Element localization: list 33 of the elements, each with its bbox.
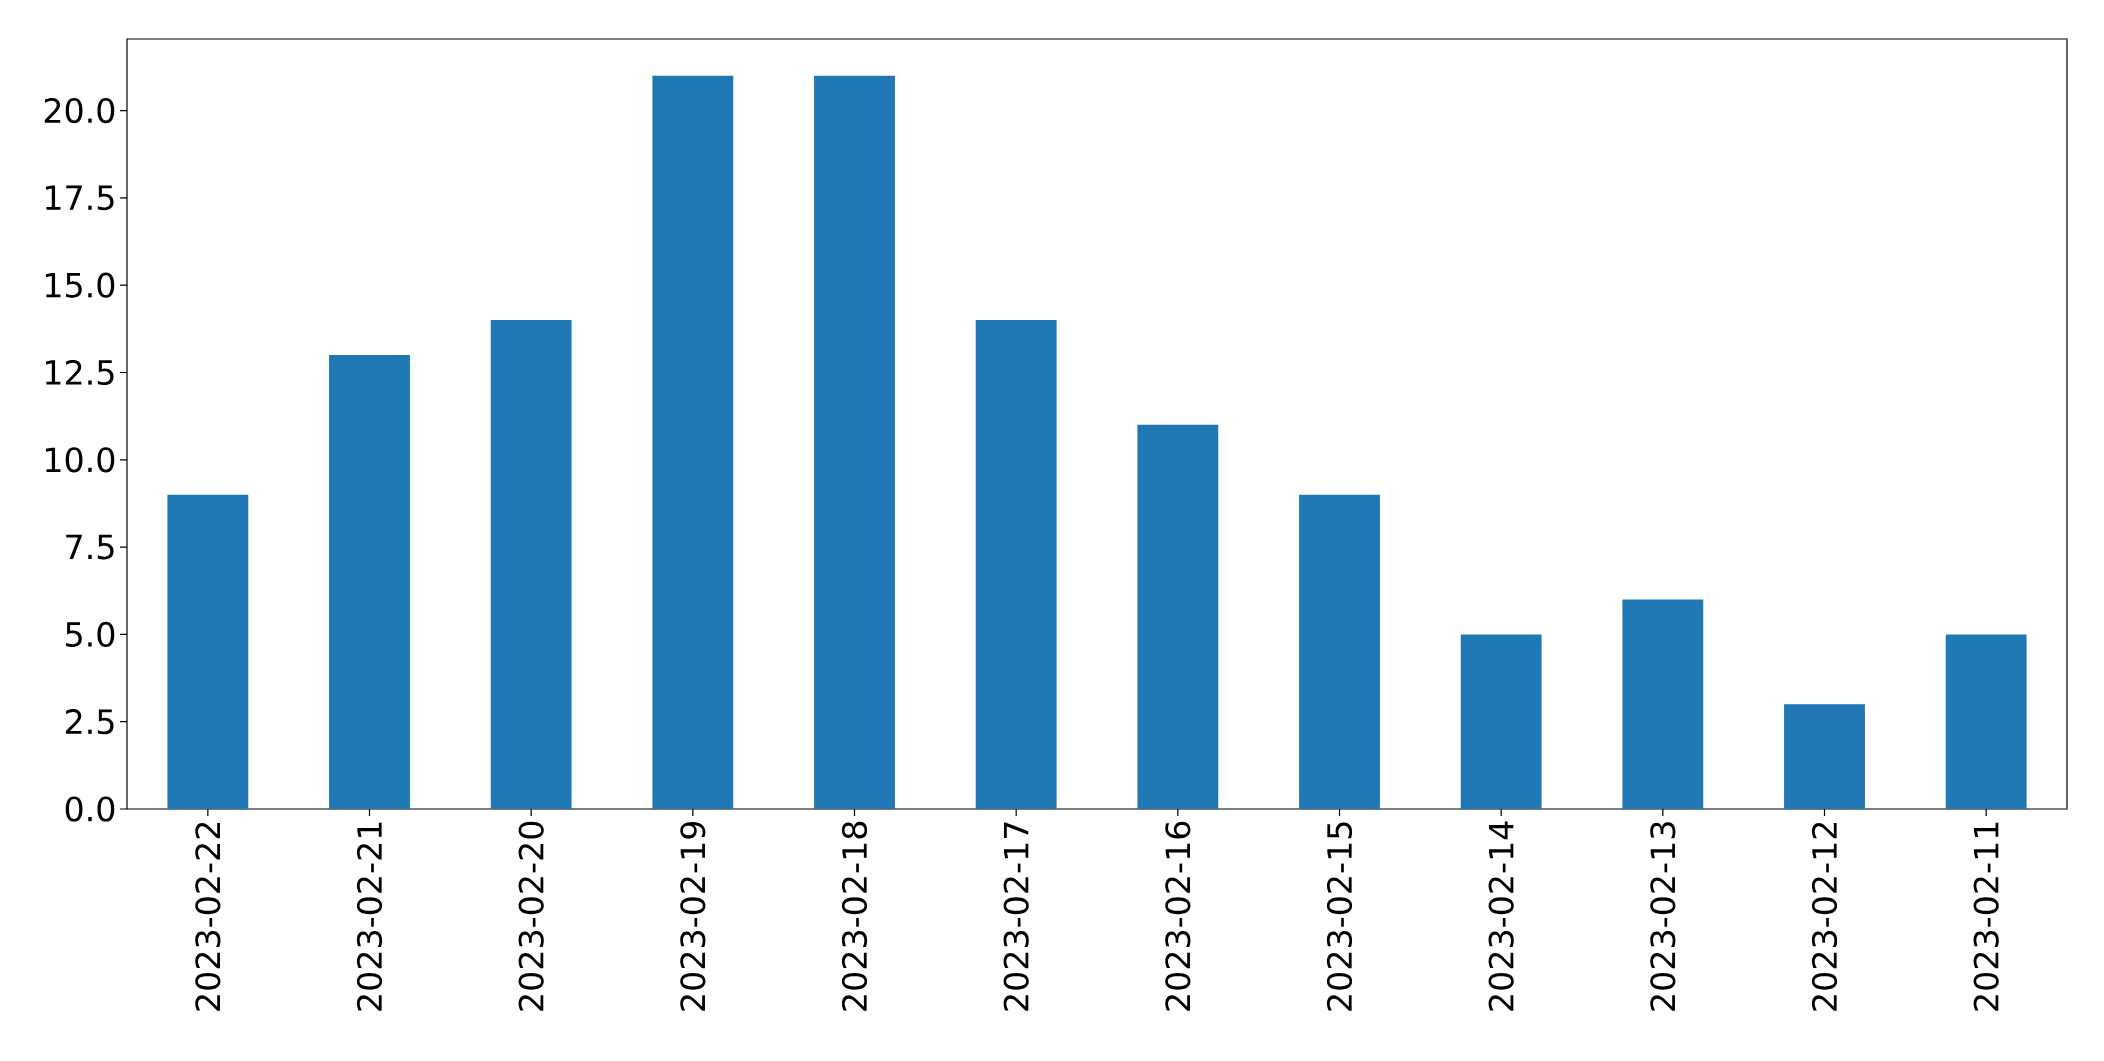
bar — [814, 75, 895, 809]
y-tick-label: 5.0 — [66, 621, 115, 647]
x-tick-label: 2023-02-16 — [1165, 821, 1191, 1011]
x-tick-label: 2023-02-21 — [356, 822, 383, 1011]
y-tick-label: 0.0 — [65, 796, 115, 822]
x-tick-label: 2023-02-20 — [518, 821, 544, 1011]
x-tick-label: 2023-02-11 — [1973, 822, 1999, 1011]
x-tick-label: 2023-02-17 — [1003, 822, 1029, 1011]
x-tick-label: 2023-02-19 — [680, 821, 706, 1011]
y-tick-label: 20.0 — [44, 97, 115, 124]
bar — [329, 355, 410, 809]
bar — [490, 320, 572, 809]
x-tick-label: 2023-02-18 — [841, 821, 868, 1011]
bar — [1945, 634, 2027, 809]
y-tick-label: 10.0 — [45, 447, 115, 473]
y-tick-label: 15.0 — [45, 272, 115, 298]
y-tick-label: 12.5 — [45, 359, 114, 386]
y-tick-label: 17.5 — [45, 185, 114, 211]
bar — [1460, 634, 1542, 809]
y-tick-label: 7.5 — [66, 534, 114, 560]
x-tick-label: 2023-02-22 — [195, 822, 221, 1011]
x-tick-label: 2023-02-14 — [1488, 821, 1514, 1011]
x-tick-label: 2023-02-13 — [1650, 822, 1676, 1011]
bar — [975, 320, 1057, 809]
bar — [167, 494, 249, 809]
bar — [1299, 494, 1380, 809]
x-tick-label: 2023-02-15 — [1326, 822, 1353, 1011]
x-tick-label: 2023-02-12 — [1811, 822, 1838, 1011]
bar — [1784, 704, 1865, 809]
bar — [1622, 599, 1704, 809]
bar — [1137, 424, 1219, 809]
y-tick-label: 2.5 — [65, 709, 114, 735]
bar — [652, 75, 734, 809]
